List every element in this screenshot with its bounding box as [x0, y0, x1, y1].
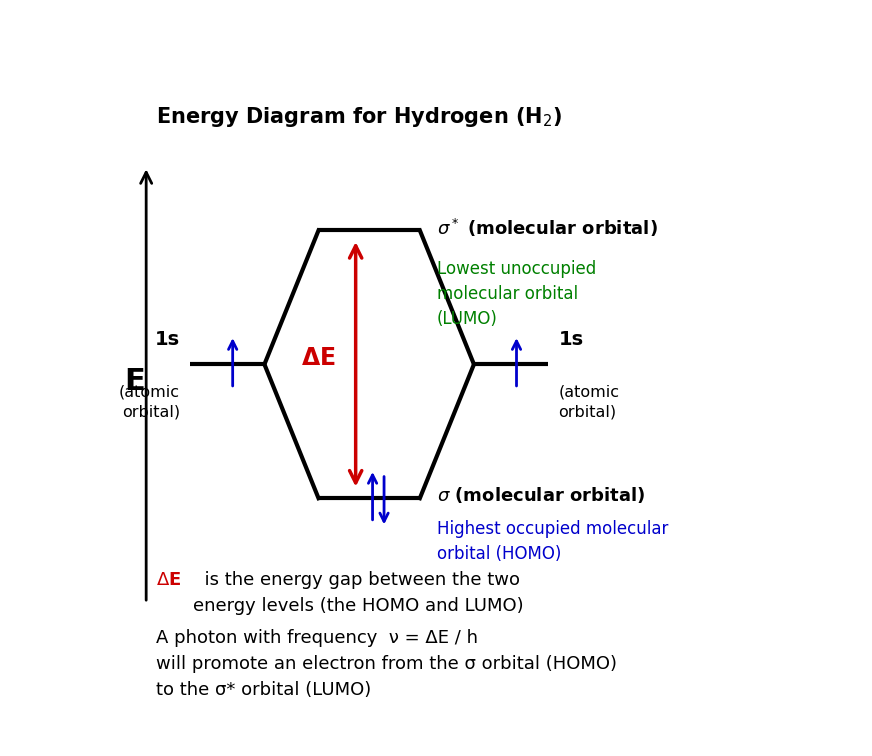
Text: Lowest unoccupied
molecular orbital
(LUMO): Lowest unoccupied molecular orbital (LUM…: [437, 261, 596, 328]
Text: $\mathbf{\Delta E}$: $\mathbf{\Delta E}$: [301, 346, 336, 370]
Text: is the energy gap between the two
energy levels (the HOMO and LUMO): is the energy gap between the two energy…: [194, 571, 524, 615]
Text: (atomic
orbital): (atomic orbital): [119, 385, 180, 420]
Text: $\sigma^*$ (molecular orbital): $\sigma^*$ (molecular orbital): [437, 216, 657, 239]
Text: A photon with frequency  ν = ΔE / h
will promote an electron from the σ orbital : A photon with frequency ν = ΔE / h will …: [156, 629, 617, 699]
Text: 1s: 1s: [155, 330, 180, 349]
Text: $\sigma$ (molecular orbital): $\sigma$ (molecular orbital): [437, 485, 645, 505]
Text: $\Delta$E: $\Delta$E: [156, 571, 181, 589]
Text: 1s: 1s: [558, 330, 583, 349]
Text: Highest occupied molecular
orbital (HOMO): Highest occupied molecular orbital (HOMO…: [437, 520, 668, 563]
Text: (atomic
orbital): (atomic orbital): [558, 385, 619, 420]
Text: E: E: [125, 367, 145, 396]
Text: Energy Diagram for Hydrogen (H$_2$): Energy Diagram for Hydrogen (H$_2$): [156, 105, 562, 129]
